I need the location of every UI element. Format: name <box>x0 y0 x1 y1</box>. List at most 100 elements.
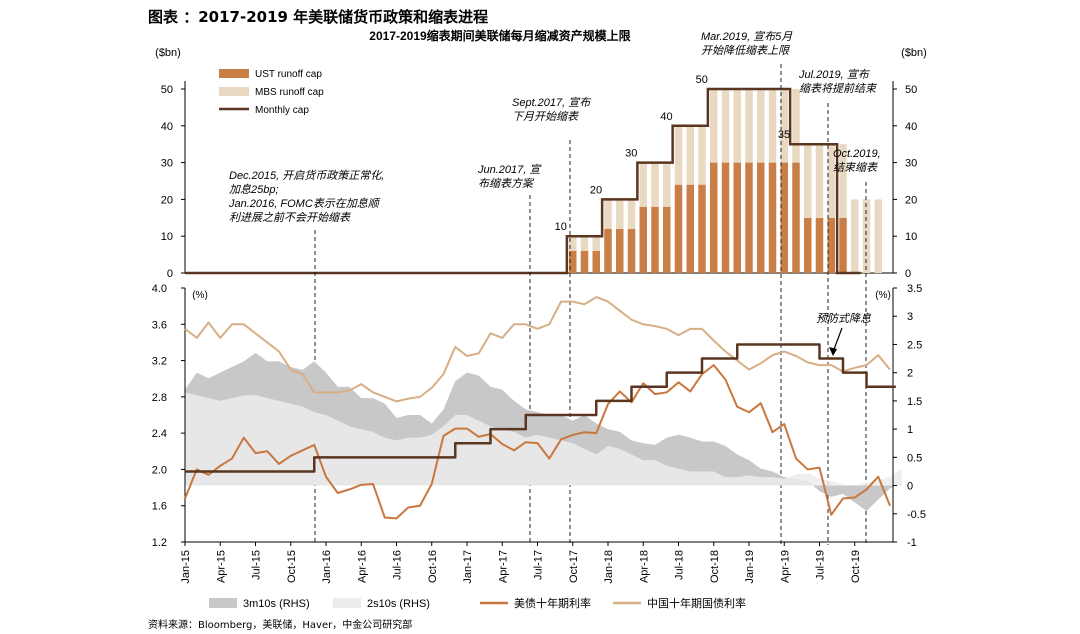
mbs-bar <box>663 162 671 207</box>
ust-bar <box>710 162 718 273</box>
x-tick-label: Jan-19 <box>744 550 756 584</box>
mbs-bar <box>780 89 788 163</box>
mbs-bar <box>616 199 624 229</box>
ust-bar <box>651 206 659 273</box>
annotation-arrow <box>832 327 843 353</box>
x-tick-label: Jul-18 <box>674 550 686 580</box>
mbs-bar <box>627 199 636 229</box>
mbs-bar <box>792 89 800 163</box>
annotation-text: 下月开始缩表 <box>512 110 579 123</box>
ust-bar <box>768 162 777 273</box>
annotation-text: Jun.2017, 宣 <box>477 163 542 176</box>
legend-swatch <box>219 87 249 96</box>
us-10y-line <box>184 364 891 520</box>
ust-bar <box>604 228 612 273</box>
cap-value-label: 35 <box>778 129 790 141</box>
annotation-text: 利进展之前不会开始缩表 <box>229 211 351 224</box>
monthly-cap-line <box>185 87 861 275</box>
mbs-bar <box>827 144 835 218</box>
annotation-arrowhead <box>829 347 837 356</box>
x-tick-label: Oct-18 <box>709 550 721 583</box>
annotation-text: Dec.2015, 开启货币政策正常化, <box>229 169 384 182</box>
cap-value-label: 30 <box>625 148 637 160</box>
bottom-right-tick-label: 3.5 <box>907 283 922 295</box>
mbs-bar <box>569 236 577 251</box>
mbs-bar <box>862 199 871 273</box>
legend-label: Monthly cap <box>255 105 309 116</box>
x-tick-label: Oct-17 <box>568 550 580 583</box>
legend-swatch <box>209 598 237 608</box>
mbs-bar <box>804 144 812 218</box>
top-chart-title: 2017-2019缩表期间美联储每月缩减资产规模上限 <box>369 28 630 43</box>
ust-bar <box>792 162 800 273</box>
bottom-right-tick-label: -1 <box>907 537 917 549</box>
cap-value-label: 10 <box>555 221 567 233</box>
ust-bar <box>663 206 671 273</box>
figure-title: 图表 ：2017-2019 年美联储货币政策和缩表进程 <box>148 8 489 26</box>
annotation-text: Mar.2019, 宣布5月 <box>701 30 793 43</box>
annotation-text: 布缩表方案 <box>478 177 535 190</box>
mbs-bar <box>604 199 612 229</box>
mbs-bar <box>651 162 659 207</box>
mbs-bar <box>639 162 647 207</box>
mbs-bar <box>686 125 694 185</box>
cap-value-label: 20 <box>590 184 602 196</box>
mbs-bar <box>733 89 741 163</box>
x-tick-label: Jan-15 <box>180 550 192 584</box>
bottom-left-tick-label: 2.4 <box>152 428 167 440</box>
bottom-right-tick-label: 1.5 <box>907 396 922 408</box>
area-2s10s <box>185 392 902 486</box>
bottom-right-tick-label: 2 <box>907 368 913 380</box>
mbs-bar <box>580 236 589 251</box>
annotation-text: Jan.2016, FOMC表示在加息顺 <box>228 197 381 210</box>
annotation-text: Jul.2019, 宣布 <box>798 68 871 81</box>
bottom-left-tick-label: 3.6 <box>152 319 167 331</box>
bottom-left-tick-label: 2.0 <box>152 464 167 476</box>
top-right-tick-label: 10 <box>905 231 917 243</box>
x-tick-label: Jul-17 <box>533 550 545 580</box>
annotation-text: 结束缩表 <box>833 161 878 174</box>
bottom-left-tick-label: 3.2 <box>152 356 167 368</box>
annotation-text: Oct.2019, <box>833 148 881 160</box>
cap-value-label: 40 <box>660 111 672 123</box>
mbs-bar <box>874 199 882 273</box>
x-tick-label: Jan-16 <box>321 550 333 584</box>
bottom-left-tick-label: 2.8 <box>152 392 167 404</box>
top-right-axis-unit: ($bn) <box>901 47 927 59</box>
mbs-bar <box>674 125 683 185</box>
bottom-left-tick-label: 1.6 <box>152 501 167 513</box>
legend-label: 3m10s (RHS) <box>243 598 310 610</box>
cn-10y-line <box>184 296 891 403</box>
top-right-tick-label: 30 <box>905 158 917 170</box>
x-tick-label: Jan-18 <box>603 550 615 584</box>
x-tick-label: Jul-19 <box>815 550 827 580</box>
annotation-text: 加息25bp; <box>229 183 279 196</box>
top-left-tick-label: 20 <box>161 194 173 206</box>
x-tick-label: Apr-19 <box>779 550 791 583</box>
bottom-right-tick-label: 1 <box>907 424 913 436</box>
x-tick-label: Jul-16 <box>392 550 404 580</box>
legend-swatch <box>219 69 249 78</box>
ust-bar <box>627 228 636 273</box>
top-left-tick-label: 30 <box>161 158 173 170</box>
ust-bar <box>686 184 694 273</box>
ust-bar <box>721 162 730 273</box>
x-tick-label: Oct-16 <box>427 550 439 583</box>
mbs-bar <box>592 236 600 251</box>
bottom-left-tick-label: 4.0 <box>152 283 167 295</box>
ust-bar <box>827 217 835 273</box>
bottom-right-tick-label: 3 <box>907 311 913 323</box>
x-tick-label: Oct-19 <box>850 550 862 583</box>
annotation-text: 开始降低缩表上限 <box>701 44 790 57</box>
legend-label: 2s10s (RHS) <box>367 598 430 610</box>
top-left-tick-label: 50 <box>161 84 173 96</box>
ust-bar <box>804 217 812 273</box>
source-note: 资料来源：Bloomberg，美联储，Haver，中金公司研究部 <box>148 620 413 631</box>
ust-bar <box>674 184 683 273</box>
annotation-text: Sept.2017, 宣布 <box>512 96 592 109</box>
ust-bar <box>757 162 765 273</box>
mbs-bar <box>815 144 824 218</box>
bottom-right-tick-label: 0.5 <box>907 452 922 464</box>
